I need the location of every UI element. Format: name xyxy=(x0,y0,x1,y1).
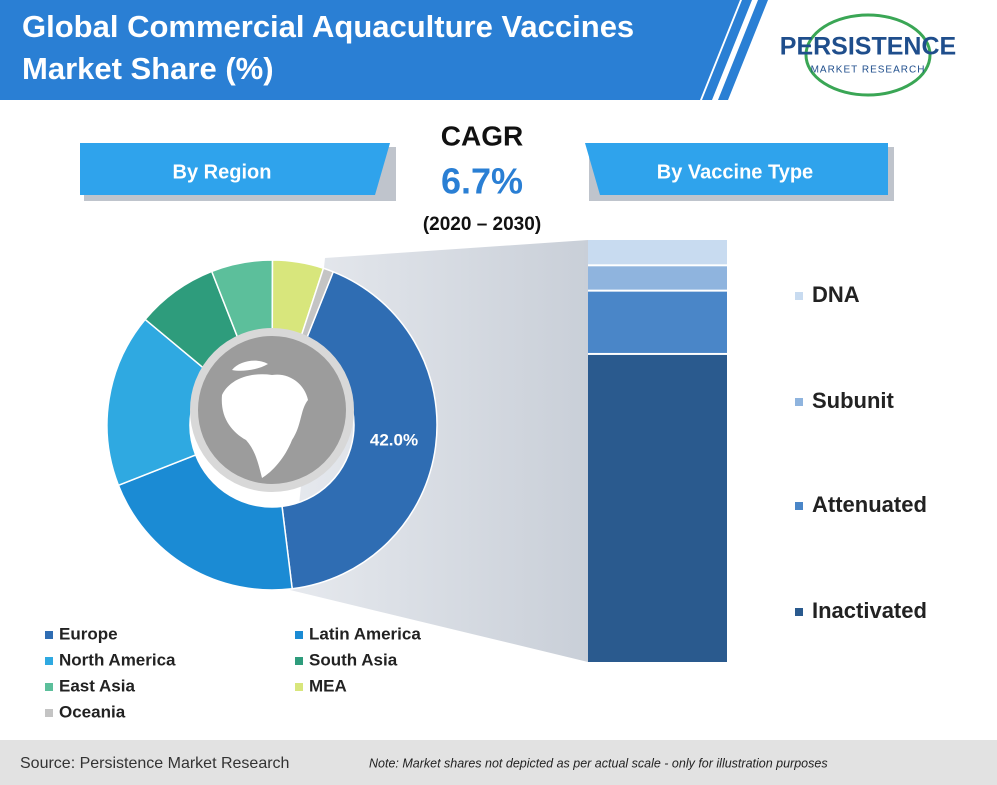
title: Global Commercial Aquaculture Vaccines M… xyxy=(22,9,635,86)
header-stripe xyxy=(702,0,752,100)
legend-swatch xyxy=(45,709,53,717)
footer xyxy=(0,740,997,785)
legend-swatch xyxy=(295,631,303,639)
legend-swatch xyxy=(45,631,53,639)
legend-swatch xyxy=(795,292,803,300)
type-banner xyxy=(585,143,888,195)
globe-continents xyxy=(221,360,308,478)
cagr-label: CAGR xyxy=(441,120,523,151)
legend-label: South Asia xyxy=(309,650,398,669)
region-title: By Region xyxy=(173,161,272,183)
legend-swatch xyxy=(295,683,303,691)
header-banner xyxy=(0,0,740,100)
logo-name: PERSISTENCE xyxy=(780,33,956,61)
donut-slice xyxy=(106,318,211,487)
cagr-period: (2020 – 2030) xyxy=(423,214,541,235)
legend-swatch xyxy=(45,657,53,665)
legend-swatch xyxy=(295,657,303,665)
type-title: By Vaccine Type xyxy=(657,161,813,183)
note: Note: Market shares not depicted as per … xyxy=(369,756,828,770)
legend-label: North America xyxy=(59,650,176,669)
legend-label: Oceania xyxy=(59,702,126,721)
bar-segment xyxy=(588,240,727,265)
legend-label: DNA xyxy=(812,282,860,307)
legend-label: Europe xyxy=(59,624,118,643)
legend-swatch xyxy=(795,608,803,616)
logo-tagline: MARKET RESEARCH xyxy=(811,65,926,76)
logo-swoosh xyxy=(804,13,932,97)
cagr-value: 6.7% xyxy=(441,161,523,202)
legend-label: Inactivated xyxy=(812,598,927,623)
legend-swatch xyxy=(45,683,53,691)
header-stripe xyxy=(718,0,768,100)
donut-slice xyxy=(117,453,294,591)
legend-label: Subunit xyxy=(812,388,895,413)
legend-label: Latin America xyxy=(309,624,421,643)
legend-swatch xyxy=(795,502,803,510)
legend-label: Attenuated xyxy=(812,492,927,517)
bar-segment xyxy=(588,266,727,290)
legend-label: East Asia xyxy=(59,676,135,695)
legend-swatch xyxy=(795,398,803,406)
bar-segment xyxy=(588,354,727,662)
bar-segment xyxy=(588,291,727,353)
source: Source: Persistence Market Research xyxy=(20,755,289,772)
legend-label: MEA xyxy=(309,676,347,695)
region-banner xyxy=(80,143,390,195)
value-label: 42.0% xyxy=(370,430,418,449)
